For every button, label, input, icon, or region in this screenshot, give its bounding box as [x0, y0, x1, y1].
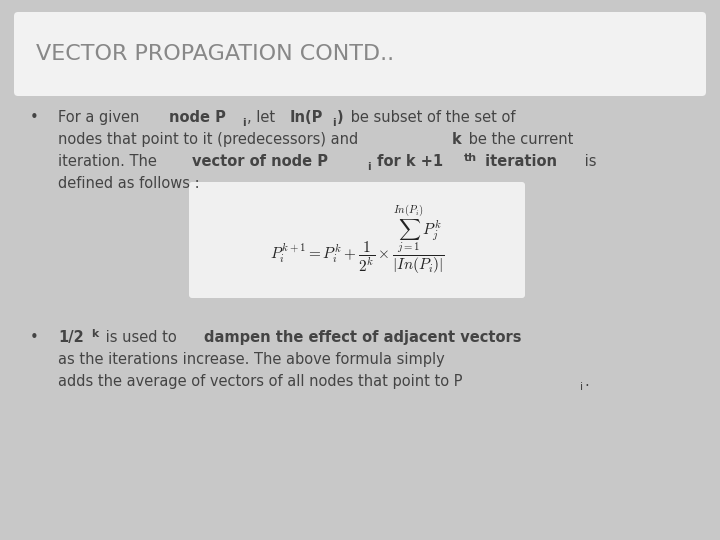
Text: k: k — [451, 132, 461, 147]
Text: For a given: For a given — [58, 110, 144, 125]
Text: is: is — [580, 154, 596, 169]
Text: k: k — [91, 329, 99, 339]
Text: ): ) — [337, 110, 343, 125]
Text: th: th — [464, 153, 477, 163]
Text: node P: node P — [169, 110, 226, 125]
Text: •: • — [30, 110, 39, 125]
Text: as the iterations increase. The above formula simply: as the iterations increase. The above fo… — [58, 352, 445, 367]
Text: be subset of the set of: be subset of the set of — [346, 110, 515, 125]
Text: iteration. The: iteration. The — [58, 154, 161, 169]
Text: dampen the effect of adjacent vectors: dampen the effect of adjacent vectors — [204, 330, 522, 345]
FancyBboxPatch shape — [189, 182, 525, 298]
Text: defined as follows :: defined as follows : — [58, 176, 199, 191]
Text: VECTOR PROPAGATION CONTD..: VECTOR PROPAGATION CONTD.. — [36, 44, 394, 64]
Text: i: i — [333, 118, 336, 127]
Text: , let: , let — [247, 110, 280, 125]
Text: iteration: iteration — [480, 154, 557, 169]
Text: $P_i^{k+1} = P_i^k + \dfrac{1}{2^k} \times \dfrac{\sum_{j=1}^{In(P_i)} P_j^k}{|I: $P_i^{k+1} = P_i^k + \dfrac{1}{2^k} \tim… — [269, 204, 444, 276]
Text: i: i — [243, 118, 246, 127]
Text: .: . — [584, 374, 589, 389]
Text: adds the average of vectors of all nodes that point to P: adds the average of vectors of all nodes… — [58, 374, 462, 389]
Text: is used to: is used to — [101, 330, 181, 345]
Text: be the current: be the current — [464, 132, 573, 147]
Text: i: i — [367, 161, 371, 172]
Text: vector of node P: vector of node P — [192, 154, 328, 169]
Text: for k +1: for k +1 — [372, 154, 443, 169]
Text: •: • — [30, 330, 39, 345]
Text: In(P: In(P — [289, 110, 323, 125]
FancyBboxPatch shape — [14, 12, 706, 96]
Text: nodes that point to it (predecessors) and: nodes that point to it (predecessors) an… — [58, 132, 363, 147]
Text: 1/2: 1/2 — [58, 330, 84, 345]
Text: i: i — [580, 381, 583, 391]
